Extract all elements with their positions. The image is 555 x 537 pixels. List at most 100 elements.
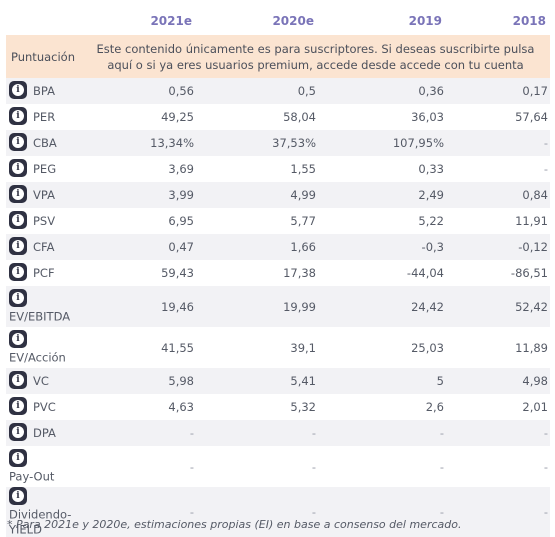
table-cell: 4,98 <box>446 368 550 394</box>
table-cell: -0,3 <box>318 234 446 260</box>
table-cell: 5,98 <box>81 368 196 394</box>
table-cell: - <box>446 420 550 446</box>
table-cell: 5,77 <box>290 214 316 228</box>
table-cell: - <box>446 130 550 156</box>
table-cell: 58,04 <box>283 110 316 124</box>
table-cell: - <box>318 420 446 446</box>
table-cell: 39,1 <box>290 340 316 355</box>
table-cell: - <box>446 487 550 537</box>
ratio-label: PVC <box>33 400 56 414</box>
info-icon[interactable] <box>9 133 27 151</box>
ratio-label: PEG <box>33 162 57 176</box>
table-cell: - <box>81 487 196 537</box>
table-cell: 37,53% <box>196 130 318 156</box>
ratio-label: PSV <box>33 214 56 228</box>
info-icon[interactable] <box>9 237 27 255</box>
table-cell: - <box>543 459 548 474</box>
table-cell: 0,56 <box>81 78 196 104</box>
table-cell: - <box>318 487 446 537</box>
table-cell: 41,55 <box>161 340 194 355</box>
table-cell: 2,01 <box>522 400 548 414</box>
table-row: VC 5,98 5,41 5 4,98 <box>6 368 550 394</box>
subscription-banner-row[interactable]: Puntuación Este contenido únicamente es … <box>6 35 550 78</box>
table-cell: 25,03 <box>411 340 444 355</box>
table-cell: 5,41 <box>196 368 318 394</box>
table-row: Pay-Out - - - - <box>6 446 550 487</box>
ratio-label: BPA <box>33 84 55 98</box>
info-icon[interactable] <box>9 159 27 177</box>
table-cell: 2,49 <box>318 182 446 208</box>
info-icon[interactable] <box>9 185 27 203</box>
table-row: BPA 0,56 0,5 0,36 0,17 <box>6 78 550 104</box>
table-cell: 19,46 <box>81 286 196 327</box>
footnote: * Para 2021e y 2020e, estimaciones propi… <box>7 518 462 531</box>
table-cell: 57,64 <box>515 110 548 124</box>
info-icon[interactable] <box>9 211 27 229</box>
table-cell: 17,38 <box>283 266 316 280</box>
column-header: 2020e <box>272 13 314 28</box>
table-row: CBA 13,34% 37,53% 107,95% - <box>6 130 550 156</box>
table-cell: 52,42 <box>446 286 550 327</box>
table-cell: 19,99 <box>196 286 318 327</box>
header-empty <box>6 6 81 35</box>
score-label: Puntuación <box>6 35 81 78</box>
table-row: PCF 59,43 17,38 -44,04 -86,51 <box>6 260 550 286</box>
table-cell: 11,91 <box>515 214 548 228</box>
financial-ratios-table: 2021e 2020e 2019 2018 Puntuación Este co… <box>6 6 550 537</box>
info-icon[interactable] <box>9 107 27 125</box>
table-cell: -0,12 <box>446 234 550 260</box>
table-row: DPA - - - - <box>6 420 550 446</box>
table-cell: 4,99 <box>196 182 318 208</box>
table-cell: - <box>439 459 444 474</box>
table-cell: 1,55 <box>290 162 316 176</box>
table-cell: - <box>81 420 196 446</box>
table-cell: 49,25 <box>161 110 194 124</box>
info-icon[interactable] <box>9 423 27 441</box>
table-cell: 13,34% <box>81 130 196 156</box>
info-icon[interactable] <box>9 448 27 467</box>
table-cell: 0,5 <box>196 78 318 104</box>
table-row: PEG 3,69 1,55 0,33 - <box>6 156 550 182</box>
info-icon[interactable] <box>9 329 27 348</box>
info-icon[interactable] <box>9 397 27 415</box>
table-cell: 24,42 <box>318 286 446 327</box>
table-cell: 0,17 <box>446 78 550 104</box>
info-icon[interactable] <box>9 81 27 99</box>
info-icon[interactable] <box>9 263 27 281</box>
ratio-label: Pay-Out <box>9 469 55 484</box>
table-row: CFA 0,47 1,66 -0,3 -0,12 <box>6 234 550 260</box>
table-cell: -86,51 <box>510 266 548 280</box>
table-cell: 11,89 <box>515 340 548 355</box>
table-row: VPA 3,99 4,99 2,49 0,84 <box>6 182 550 208</box>
ratio-label: PCF <box>33 266 55 280</box>
table-cell: 0,36 <box>318 78 446 104</box>
table-cell: - <box>543 162 548 176</box>
ratio-label: VC <box>33 374 49 388</box>
info-icon[interactable] <box>9 371 27 389</box>
ratio-label: PER <box>33 110 56 124</box>
table-cell: 59,43 <box>161 266 194 280</box>
table-cell: - <box>196 487 318 537</box>
table-cell: 1,66 <box>196 234 318 260</box>
table-row: PSV 6,95 5,77 5,22 11,91 <box>6 208 550 234</box>
info-icon[interactable] <box>9 487 27 505</box>
table-cell: - <box>311 459 316 474</box>
subscription-message[interactable]: Este contenido únicamente es para suscri… <box>81 35 550 78</box>
ratio-label: DPA <box>33 426 56 440</box>
table-cell: 5,22 <box>418 214 444 228</box>
ratio-label: EV/EBITDA <box>9 309 71 324</box>
table-cell: 0,47 <box>81 234 196 260</box>
table-row: EV/Acción 41,55 39,1 25,03 11,89 <box>6 327 550 368</box>
ratio-label: CBA <box>33 136 57 150</box>
ratio-label: VPA <box>33 188 55 202</box>
table-cell: - <box>196 420 318 446</box>
ratio-label: CFA <box>33 240 55 254</box>
table-row: EV/EBITDA 19,46 19,99 24,42 52,42 <box>6 286 550 327</box>
table-cell: 0,33 <box>418 162 444 176</box>
table-cell: 6,95 <box>168 214 194 228</box>
table-cell: 2,6 <box>425 400 444 414</box>
ratio-label: EV/Acción <box>9 350 66 365</box>
table-cell: -44,04 <box>406 266 444 280</box>
info-icon[interactable] <box>9 288 27 307</box>
column-header: 2021e <box>150 13 192 28</box>
